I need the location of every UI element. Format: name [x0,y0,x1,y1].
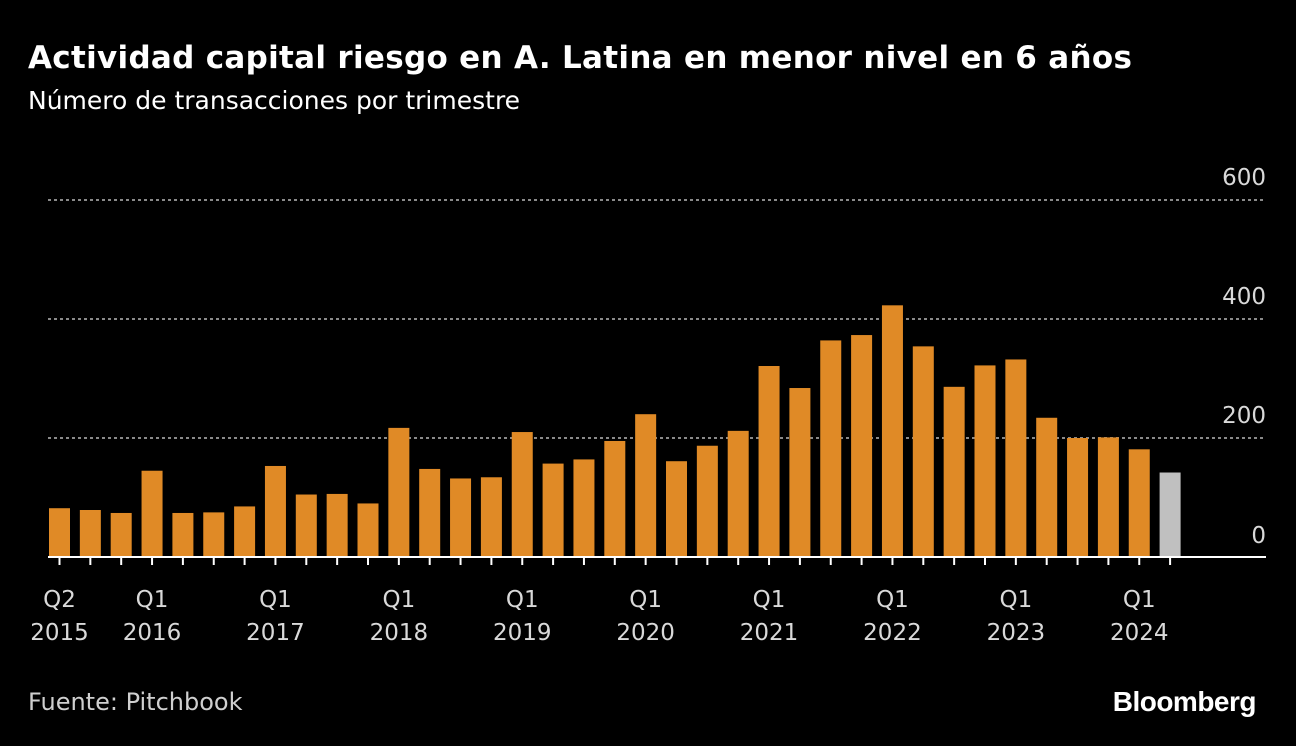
bar-q3-2022 [943,386,965,557]
x-tick-label-quarter: Q2 [43,587,76,613]
axes: 0 200 400 600 Q2 2015 Q1 2016 Q1 2017 Q1 2018 Q1 2019… [30,165,1266,646]
bar-q2-2018 [419,468,441,557]
x-tick-label-quarter: Q1 [999,587,1032,613]
x-tick-label-year: 2024 [1110,620,1169,646]
bar-q1-2017 [264,465,286,557]
y-tick-label-200: 200 [1222,403,1266,429]
bar-q1-2018 [388,427,410,557]
bar-q1-2019 [511,432,533,557]
bar-q4-2015 [110,512,132,557]
x-tick-label-year: 2023 [987,620,1046,646]
bloomberg-logo: Bloomberg [1112,686,1257,717]
x-tick-label-quarter: Q1 [382,587,415,613]
x-tick-label-quarter: Q1 [876,587,909,613]
x-tick-label-quarter: Q1 [629,587,662,613]
bar-q3-2016 [203,512,225,558]
bar-q3-2018 [450,478,472,557]
bar-q1-2023 [1005,359,1027,557]
bar-q4-2022 [974,365,996,557]
bar-q3-2021 [820,340,842,557]
bar-q1-2021 [758,366,780,557]
x-tick-label-year: 2015 [30,620,89,646]
x-tick-label-year: 2021 [740,620,799,646]
grid-lines [48,199,1266,439]
x-tick-label-year: 2018 [370,620,429,646]
bar-q2-2016 [172,512,194,557]
x-tick-label-quarter: Q1 [1123,587,1156,613]
bar-q4-2020 [727,430,749,557]
bar-q4-2018 [480,477,502,557]
y-tick-label-0: 0 [1251,523,1266,549]
chart-subtitle: Número de transacciones por trimestre [28,86,521,115]
bar-q1-2024 [1128,449,1150,557]
bar-q2-2020 [666,461,687,557]
bar-q4-2023 [1097,437,1119,557]
x-tick-label-quarter: Q1 [259,587,292,613]
y-tick-label-600: 600 [1222,165,1266,191]
bar-q2-2023 [1036,417,1058,557]
bars [49,305,1181,558]
bar-q2-2022 [912,346,934,557]
x-tick-label-year: 2019 [493,620,552,646]
source-note: Fuente: Pitchbook [28,688,243,716]
bar-q3-2019 [573,459,595,557]
bar-q2-2017 [295,494,317,557]
bar-q3-2020 [696,445,718,557]
bar-q4-2019 [604,440,626,557]
bar-q1-2020 [635,414,657,557]
bar-q3-2015 [79,510,101,557]
x-tick-label-year: 2017 [246,620,305,646]
x-tick-label-year: 2022 [863,620,922,646]
x-tick-label-year: 2020 [616,620,675,646]
bar-q3-2023 [1067,438,1089,557]
bar-q2-2015 [49,508,70,557]
bar-q1-2022 [881,305,903,557]
x-tick-label-quarter: Q1 [506,587,539,613]
bar-q4-2017 [357,503,379,557]
x-tick-label-quarter: Q1 [136,587,169,613]
x-tick-label-year: 2016 [123,620,182,646]
bar-q4-2016 [234,506,256,557]
bar-q3-2017 [326,493,348,557]
bar-q2-2021 [789,388,811,557]
bar-q1-2016 [141,470,163,557]
y-tick-label-400: 400 [1222,284,1266,310]
bar-q2-2024 [1159,472,1181,557]
x-tick-label-quarter: Q1 [753,587,786,613]
bar-q4-2021 [851,335,873,557]
bar-q2-2019 [542,463,564,557]
chart-title: Actividad capital riesgo en A. Latina en… [28,40,1133,76]
